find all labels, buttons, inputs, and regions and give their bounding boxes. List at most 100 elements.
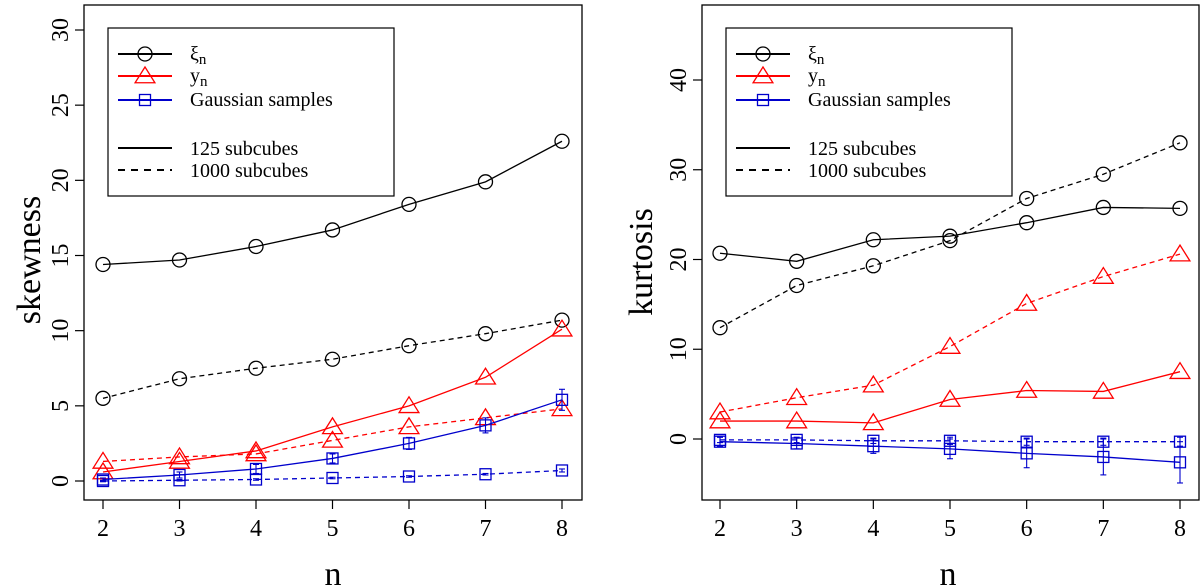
data-point <box>95 390 111 406</box>
legend-marker <box>137 46 153 62</box>
chart-panel-1: 2 3 4 5 6 7 8051015202530nskewnessξnynGaussian… <box>11 4 583 585</box>
data-point <box>862 412 885 431</box>
y-tick-label: 20 <box>48 168 74 192</box>
data-point <box>942 233 958 249</box>
legend-label-main: Gaussian samples <box>808 89 951 111</box>
data-point <box>397 416 421 435</box>
legend-label-sub: n <box>199 52 207 68</box>
series-line <box>719 206 1181 262</box>
data-point <box>550 318 574 337</box>
data-point <box>1092 381 1115 399</box>
y-tick-label: 40 <box>666 68 692 92</box>
legend-style-label: 1000 subcubes <box>808 160 927 182</box>
x-tick-label: 4 <box>867 516 879 542</box>
data-point <box>477 326 494 342</box>
data-point <box>397 395 421 414</box>
legend-label-sub: n <box>817 52 825 68</box>
data-point <box>244 440 268 459</box>
data-point <box>1095 199 1111 216</box>
series-line <box>102 399 563 481</box>
x-tick-label: 6 <box>1021 516 1033 542</box>
y-tick-label: 10 <box>666 337 692 361</box>
y-tick-label: 0 <box>48 475 74 487</box>
x-tick-label: 5 <box>327 516 339 542</box>
series-square-1000 <box>713 433 1187 448</box>
data-point <box>324 222 341 238</box>
data-point <box>168 451 191 469</box>
data-point <box>785 387 808 406</box>
series-circle-125 <box>712 199 1188 269</box>
legend-style-label: 125 subcubes <box>808 138 917 160</box>
data-point <box>1019 190 1035 207</box>
legend-label-main: y <box>190 65 200 87</box>
data-point <box>554 133 570 149</box>
legend-label-main: ξ <box>808 43 817 65</box>
legend-label-main: Gaussian samples <box>190 89 333 111</box>
data-point <box>248 238 264 255</box>
y-tick-label: 25 <box>48 93 74 117</box>
data-point <box>865 232 881 248</box>
series-line <box>102 319 563 399</box>
legend-marker <box>138 93 152 107</box>
legend-box <box>107 27 395 197</box>
x-axis-label: n <box>940 556 957 585</box>
legend-label-sub: n <box>200 74 208 90</box>
legend-style-label: 125 subcubes <box>190 138 299 160</box>
data-point <box>1019 215 1035 231</box>
data-point <box>938 336 962 354</box>
data-point <box>402 437 416 450</box>
data-point <box>789 253 805 269</box>
data-point <box>324 351 341 367</box>
data-point <box>785 410 808 429</box>
data-point <box>1172 135 1188 151</box>
data-point <box>96 474 110 488</box>
data-point <box>321 430 344 448</box>
data-point <box>1168 243 1192 262</box>
series-circle-125 <box>95 133 570 273</box>
series-circle-1000 <box>712 135 1188 336</box>
data-point <box>401 338 417 354</box>
data-point <box>474 367 497 385</box>
series-triangle-125 <box>708 361 1192 431</box>
data-point <box>477 174 494 190</box>
y-axis-label: skewness <box>11 196 48 324</box>
x-tick-label: 6 <box>403 516 415 542</box>
series-line <box>102 328 563 473</box>
legend-label-sub: n <box>818 74 826 90</box>
data-point <box>1173 435 1187 448</box>
legend-style-label: 1000 subcubes <box>190 160 309 182</box>
x-tick-label: 7 <box>480 516 492 542</box>
data-point <box>1092 266 1115 284</box>
data-point <box>168 446 191 465</box>
y-axis-label: kurtosis <box>623 208 660 316</box>
legend-marker <box>756 93 770 107</box>
data-point <box>1097 450 1110 464</box>
legend-marker <box>751 65 775 84</box>
data-point <box>712 245 728 261</box>
legend-marker <box>133 65 157 84</box>
data-point <box>91 451 115 469</box>
data-point <box>248 360 264 376</box>
data-point <box>708 401 732 420</box>
series-square-125 <box>96 388 569 486</box>
series-line <box>102 140 563 266</box>
y-tick-label: 30 <box>48 18 74 42</box>
series-line <box>102 408 563 463</box>
data-point <box>789 277 805 294</box>
legend-label: ξn <box>808 43 825 68</box>
legend-label: ξn <box>190 43 207 68</box>
data-point <box>708 410 732 429</box>
data-point <box>1172 200 1188 216</box>
y-tick-label: 20 <box>666 248 692 272</box>
legend-label: Gaussian samples <box>808 89 951 111</box>
data-point <box>938 389 962 407</box>
data-point <box>402 470 416 483</box>
legend-label: Gaussian samples <box>190 89 333 111</box>
x-tick-label: 3 <box>791 516 803 542</box>
y-tick-label: 0 <box>666 433 692 445</box>
data-point <box>555 393 569 406</box>
